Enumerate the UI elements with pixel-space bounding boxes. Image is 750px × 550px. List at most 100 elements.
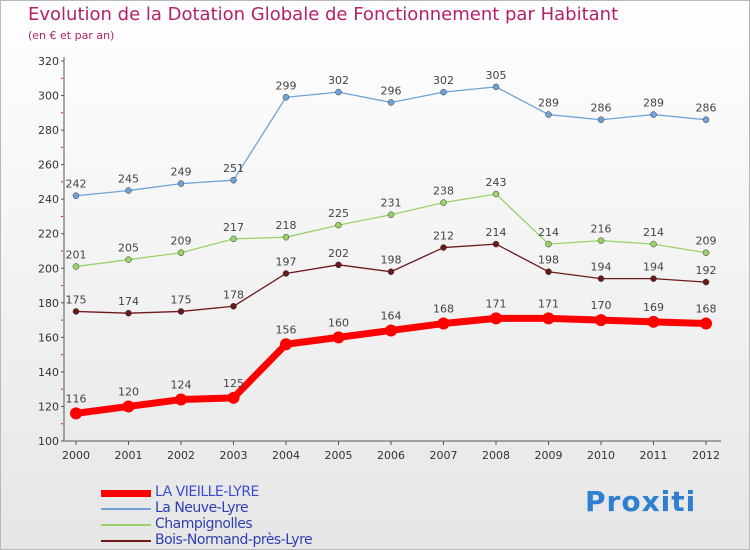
data-label: 212 <box>433 230 454 243</box>
data-point <box>702 249 710 256</box>
legend-swatch <box>101 508 151 510</box>
data-point <box>597 237 605 244</box>
data-labels-layer: 242 245 249 251 299 302 296 302 305 289 286 289 286 2… <box>66 69 717 405</box>
y-tick-label: 200 <box>38 262 59 275</box>
x-tick-label: 2003 <box>220 449 248 462</box>
data-label: 216 <box>591 223 612 236</box>
data-label: 124 <box>171 379 192 392</box>
data-point <box>490 312 502 325</box>
data-point <box>227 391 240 404</box>
data-point <box>650 240 657 248</box>
data-point <box>492 240 500 248</box>
data-label: 175 <box>171 293 192 306</box>
y-tick-label: 140 <box>38 366 59 379</box>
data-label: 192 <box>696 264 717 277</box>
data-point <box>335 88 342 96</box>
data-point <box>647 315 660 328</box>
data-label: 197 <box>276 255 297 268</box>
data-point <box>280 338 292 351</box>
data-point <box>282 233 290 241</box>
data-point <box>597 275 605 282</box>
data-point <box>70 407 82 420</box>
x-tick-label: 2012 <box>692 449 720 462</box>
legend-swatch <box>101 524 151 526</box>
data-point <box>230 176 237 184</box>
data-label: 245 <box>118 173 139 186</box>
data-label: 171 <box>538 297 559 310</box>
x-tick-label: 2011 <box>640 449 668 462</box>
data-label: 214 <box>486 226 507 239</box>
legend-label: LA VIEILLE-LYRE <box>155 484 259 500</box>
data-label: 170 <box>591 299 612 312</box>
line-chart: 100 120 140 160 180 200 220 240 260 280 300 320 2000… <box>38 55 721 462</box>
data-label: 286 <box>591 102 612 115</box>
data-point <box>177 249 185 256</box>
chart-title: Evolution de la Dotation Globale de Fonc… <box>28 4 619 25</box>
x-tick-label: 2001 <box>115 449 143 462</box>
data-point <box>125 187 132 194</box>
legend-label: La Neuve-Lyre <box>155 500 249 516</box>
data-label: 218 <box>276 219 297 232</box>
data-label: 289 <box>643 97 664 110</box>
y-tick-label: 320 <box>38 55 59 68</box>
data-label: 174 <box>118 295 139 308</box>
data-point <box>122 400 135 413</box>
data-label: 209 <box>171 235 192 248</box>
data-point <box>335 221 342 229</box>
x-tick-label: 2009 <box>535 449 563 462</box>
data-label: 296 <box>381 84 402 97</box>
data-label: 198 <box>538 254 559 267</box>
data-point <box>387 268 395 275</box>
data-point <box>387 99 395 106</box>
data-label: 202 <box>328 247 349 260</box>
y-tick-label: 120 <box>38 400 59 413</box>
data-label: 209 <box>696 235 717 248</box>
data-point <box>72 308 80 315</box>
data-point <box>702 278 710 286</box>
data-point <box>492 190 500 198</box>
data-label: 194 <box>591 261 612 274</box>
data-label: 225 <box>328 207 349 220</box>
data-label: 251 <box>223 162 244 175</box>
data-point <box>177 180 185 187</box>
data-label: 168 <box>433 303 454 316</box>
data-label: 178 <box>223 288 244 301</box>
data-point <box>545 111 552 118</box>
data-label: 120 <box>118 385 139 398</box>
x-tick-label: 2002 <box>167 449 195 462</box>
data-label: 249 <box>171 166 192 179</box>
data-label: 286 <box>696 102 717 115</box>
data-label: 116 <box>66 392 87 405</box>
y-tick-label: 220 <box>38 228 59 241</box>
data-point <box>440 244 447 251</box>
data-label: 194 <box>643 261 664 274</box>
data-point <box>335 261 342 269</box>
data-label: 198 <box>381 254 402 267</box>
data-label: 289 <box>538 97 559 110</box>
data-label: 238 <box>433 185 454 198</box>
x-tick-label: 2006 <box>377 449 405 462</box>
chart-subtitle: (en € et par an) <box>28 29 115 42</box>
data-point <box>545 268 552 275</box>
data-label: 243 <box>486 176 507 189</box>
series-layer <box>70 83 712 420</box>
data-label: 205 <box>118 242 139 255</box>
x-tick-label: 2008 <box>482 449 510 462</box>
data-label: 217 <box>223 221 244 234</box>
data-label: 214 <box>643 226 664 239</box>
data-point <box>72 192 80 199</box>
y-tick-label: 300 <box>38 90 59 103</box>
data-label: 171 <box>486 297 507 310</box>
data-label: 160 <box>328 316 349 329</box>
data-point <box>177 308 185 315</box>
x-tick-label: 2007 <box>430 449 458 462</box>
data-label: 302 <box>328 74 349 87</box>
brand-text: Proxiti <box>585 485 697 518</box>
y-tick-label: 100 <box>38 435 59 448</box>
data-point <box>125 256 132 263</box>
legend-swatch <box>101 540 151 542</box>
data-label: 299 <box>276 79 297 92</box>
y-tick-label: 240 <box>38 193 59 206</box>
data-point <box>650 275 657 282</box>
